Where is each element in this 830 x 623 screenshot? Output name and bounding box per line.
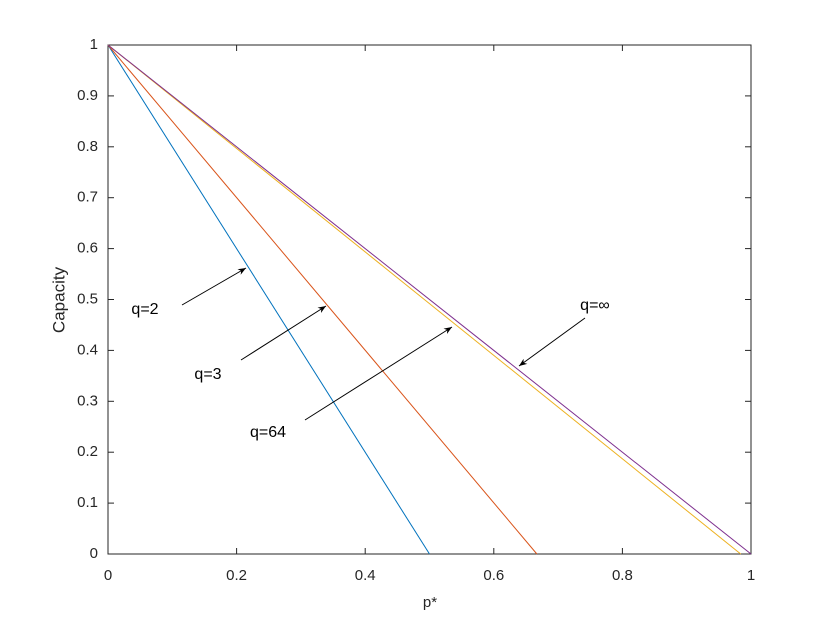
x-tick-label: 0.8 [612, 567, 633, 584]
annotation-label: q=∞ [580, 297, 610, 314]
y-tick-label: 0.4 [77, 341, 98, 358]
y-tick-label: 1 [90, 36, 98, 53]
annotation-label: q=3 [194, 366, 221, 383]
y-tick-label: 0.8 [77, 138, 98, 155]
y-tick-label: 0.3 [77, 392, 98, 409]
annotation-arrow [181, 267, 247, 306]
x-tick-label: 0.2 [226, 567, 247, 584]
annotation-arrow [240, 305, 327, 361]
x-tick-label: 0.4 [355, 567, 376, 584]
series-line [107, 44, 538, 555]
y-tick-label: 0.2 [77, 443, 98, 460]
annotation-label: q=64 [250, 424, 286, 441]
y-tick-label: 0.1 [77, 494, 98, 511]
y-tick-label: 0.9 [77, 87, 98, 104]
annotation-label: q=2 [131, 301, 158, 318]
series-line [107, 44, 430, 555]
y-tick-label: 0.5 [77, 290, 98, 307]
x-axis-label: p* [423, 594, 437, 611]
x-tick-label: 0.6 [483, 567, 504, 584]
series-line [107, 44, 742, 555]
annotation-arrow [304, 326, 453, 421]
y-tick-label: 0 [90, 545, 98, 562]
y-tick-label: 0.7 [77, 189, 98, 206]
y-tick-label: 0.6 [77, 240, 98, 257]
y-axis-label: Capacity [49, 266, 68, 333]
series-line [107, 44, 752, 555]
annotation-arrow [518, 317, 586, 367]
x-tick-label: 0 [104, 567, 112, 584]
x-tick-label: 1 [747, 567, 755, 584]
